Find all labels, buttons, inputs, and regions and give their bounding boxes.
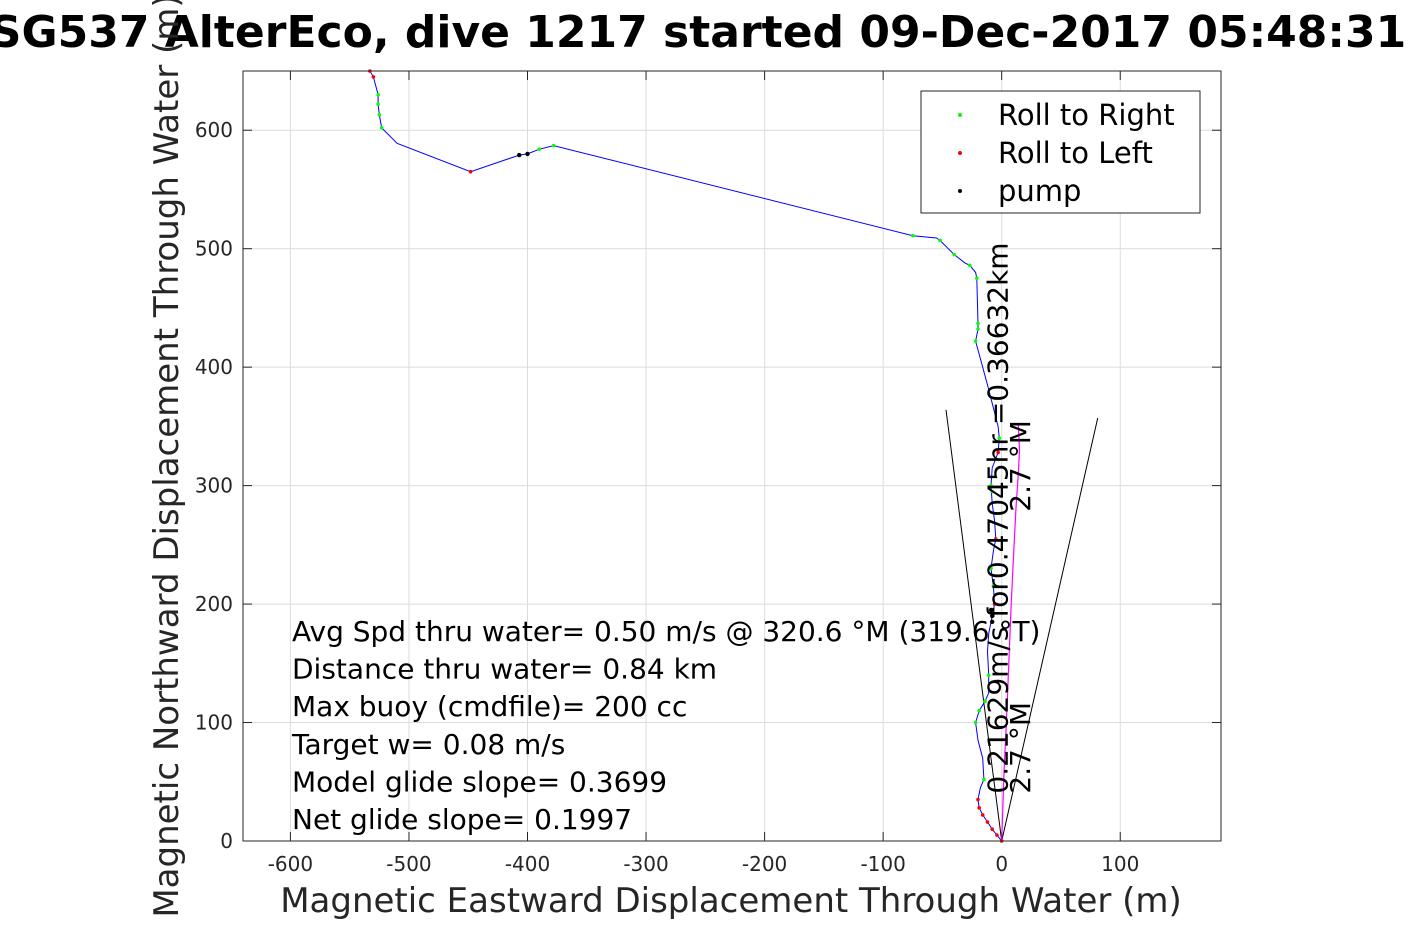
roll-right-point	[974, 276, 979, 281]
ticks: -600 -500 -400 -300 -200 -100 0 100 0 100 200 300 40…	[195, 71, 1221, 876]
roll-left-point	[985, 820, 990, 824]
roll-left-point	[996, 450, 1000, 455]
y-tick-label: 200	[195, 592, 233, 616]
roll-left-point	[993, 537, 998, 541]
y-tick-label: 300	[195, 474, 233, 498]
x-tick-label: -300	[623, 852, 668, 876]
legend-label: Roll to Left	[998, 136, 1153, 170]
roll-right-point	[952, 252, 957, 257]
vector-annotation: 0.21629m/s for0.47045hr =0.36632km	[982, 242, 1015, 793]
x-tick-label: 100	[1101, 852, 1139, 876]
series-layer	[368, 69, 1099, 843]
stats-line: Max buoy (cmdfile)= 200 cc	[292, 690, 687, 723]
plot-frame	[242, 70, 1222, 842]
y-tick-label: 600	[195, 118, 233, 142]
roll-right-point	[989, 483, 993, 488]
roll-right-point	[989, 566, 993, 571]
current-track-line	[1001, 423, 1021, 842]
roll-left-point	[371, 75, 376, 79]
y-tick-label: 100	[195, 711, 233, 735]
roll-right-point	[976, 327, 980, 332]
roll-right-point	[991, 584, 996, 589]
roll-right-point	[976, 321, 980, 326]
pump-point	[990, 613, 995, 619]
roll-right-point	[973, 339, 978, 343]
roll-left-point	[976, 797, 980, 802]
stats-line: Distance thru water= 0.84 km	[292, 653, 717, 686]
roll-right-point	[910, 233, 915, 238]
y-tick-label: 400	[195, 355, 233, 379]
stats-line: Model glide slope= 0.3699	[292, 765, 667, 798]
roll-right-point	[986, 673, 991, 677]
roll-right-point	[977, 708, 981, 713]
cone-line-left	[945, 409, 1003, 842]
legend-marker	[958, 113, 962, 117]
legend-label: Roll to Right	[998, 98, 1175, 132]
vector-annotation: 2.7 °M	[1004, 702, 1037, 794]
roll-right-point	[967, 263, 972, 268]
roll-left-point	[977, 806, 981, 810]
x-tick-label: -400	[505, 852, 550, 876]
roll-left-point	[468, 169, 473, 174]
stats-line: Net glide slope= 0.1997	[292, 803, 632, 836]
cone-line-right	[1001, 417, 1099, 842]
roll-right-point	[377, 113, 382, 117]
roll-right-point	[551, 143, 556, 148]
roll-right-point	[983, 699, 987, 704]
roll-right-point	[982, 777, 986, 782]
grid	[243, 71, 1221, 842]
roll-left-point	[995, 833, 999, 837]
stats-line: Target w= 0.08 m/s	[291, 728, 565, 761]
roll-right-point	[990, 489, 995, 494]
x-tick-label: -600	[268, 852, 313, 876]
roll-left-point	[992, 602, 997, 606]
y-tick-label: 500	[195, 237, 233, 261]
roll-right-point	[376, 92, 380, 97]
roll-left-point	[990, 827, 995, 831]
x-tick-label: 0	[995, 852, 1008, 876]
roll-right-point	[537, 147, 542, 151]
roll-right-point	[973, 720, 978, 725]
stats-block: Avg Spd thru water= 0.50 m/s @ 320.6 °M …	[291, 615, 1040, 836]
chart-title: SG537 AlterEco, dive 1217 started 09-Dec…	[0, 7, 1406, 58]
stats-line: Avg Spd thru water= 0.50 m/s @ 320.6 °M …	[292, 615, 1040, 648]
vector-annotation: 2.7 °M	[1004, 420, 1037, 512]
legend-label: pump	[998, 174, 1081, 208]
roll-left-point	[980, 813, 985, 817]
roll-right-point	[379, 126, 384, 130]
roll-right-point	[938, 238, 942, 243]
x-tick-label: -200	[742, 852, 787, 876]
x-tick-label: -100	[860, 852, 905, 876]
legend-marker	[958, 151, 962, 155]
legend-marker	[958, 189, 962, 193]
roll-right-point	[997, 436, 1002, 441]
pump-point	[988, 607, 994, 613]
pump-point	[517, 152, 522, 158]
legend-box	[920, 90, 1201, 214]
legend: Roll to Right Roll to Left pump	[920, 90, 1201, 214]
y-tick-label: 0	[220, 829, 233, 853]
roll-right-point	[376, 102, 380, 106]
pump-point	[525, 151, 530, 157]
x-axis-label: Magnetic Eastward Displacement Through W…	[280, 881, 1182, 921]
y-axis-label: Magnetic Northward Displacement Through …	[147, 0, 187, 918]
x-tick-label: -500	[386, 852, 431, 876]
pump-point	[990, 619, 995, 625]
